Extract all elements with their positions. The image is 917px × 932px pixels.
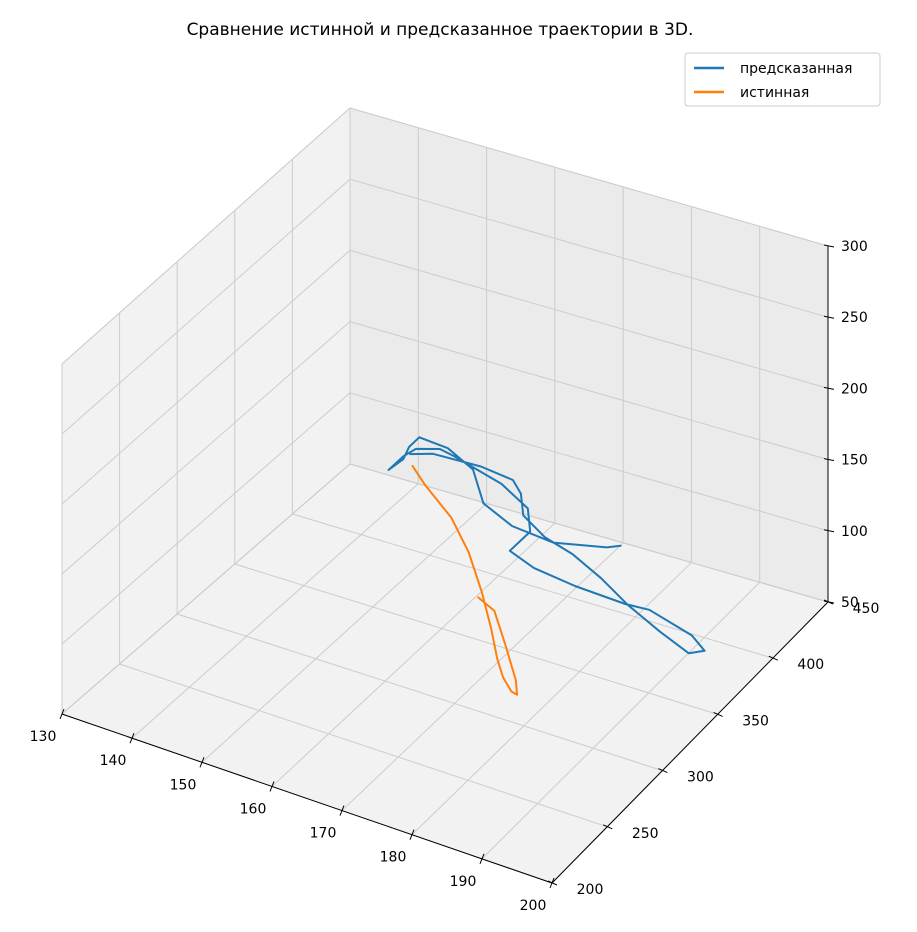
grid-line-x-floor [131, 483, 419, 739]
legend-label-predicted: предсказанная [740, 61, 852, 77]
x-tick [339, 805, 345, 816]
legend-frame [684, 52, 881, 107]
x-tick-label: 200 [520, 898, 547, 914]
grid-line-z-back [349, 463, 829, 603]
legend-label-true: истинная [740, 85, 809, 101]
grid-line-y-floor [177, 613, 663, 772]
x-tick-label: 140 [100, 753, 127, 769]
y-tick-label: 300 [687, 770, 714, 786]
z-tick [823, 244, 835, 248]
y-tick-label: 200 [577, 882, 604, 898]
z-tick-label: 150 [841, 453, 868, 469]
y-tick-label: 400 [797, 657, 824, 673]
grid-line-z-left [61, 107, 351, 365]
x-tick-label: 160 [240, 801, 267, 817]
grid-line-z-back [349, 392, 829, 532]
grid-line-y-floor [292, 513, 773, 659]
z-tick [823, 458, 835, 462]
x-tick-label: 180 [380, 850, 407, 866]
grid-line-z-back [349, 321, 829, 461]
x-tick [269, 781, 275, 792]
x-tick [129, 732, 135, 744]
x-tick-label: 150 [170, 777, 197, 793]
y-tick [713, 711, 723, 717]
grid-line-x-floor [271, 522, 556, 787]
z-tick-label: 200 [841, 381, 868, 397]
y-tick [602, 824, 613, 830]
y-tick [658, 768, 668, 774]
y-axis-line [551, 601, 829, 884]
grid-line-z-back [349, 107, 829, 247]
z-tick-label: 100 [841, 524, 868, 540]
chart-title: Сравнение истинной и предсказанное траек… [187, 20, 694, 40]
x-tick [199, 757, 205, 768]
x-tick [479, 853, 485, 865]
y-tick [547, 880, 558, 886]
z-tick [823, 315, 835, 319]
y-tick [768, 655, 779, 661]
grid-line-z-left [61, 392, 351, 645]
grid-line-y-floor [119, 663, 608, 828]
grid-line-z-left [61, 463, 351, 715]
x-axis-line [61, 713, 553, 884]
axis-lines [61, 246, 829, 884]
x-tick-label: 190 [450, 874, 477, 890]
y-tick-label: 350 [742, 713, 769, 729]
grid-line-z-back [349, 178, 829, 318]
grid-line-x-floor [201, 503, 487, 763]
x-tick [409, 829, 415, 840]
grid-line-y-floor [234, 563, 718, 715]
grid-line-z-left [61, 321, 351, 575]
z-tick-label: 50 [841, 595, 859, 611]
x-tick-label: 130 [30, 729, 57, 745]
x-tick [59, 708, 65, 720]
grid-line-z-back [349, 249, 829, 389]
y-tick-label: 250 [632, 826, 659, 842]
z-tick-label: 250 [841, 310, 868, 326]
grid-line-z-left [61, 178, 351, 435]
grid-line-z-left [61, 250, 351, 505]
x-tick-label: 170 [310, 826, 337, 842]
grid-line-x-floor [481, 581, 761, 860]
series-lines [387, 436, 706, 696]
tick-marks [59, 244, 835, 889]
y-tick-label: 450 [853, 601, 880, 617]
z-tick [823, 529, 835, 533]
z-tick [823, 386, 835, 390]
tick-labels: 130 140 150 160 170 180 190 200 200 250 300 350 400 4… [30, 239, 880, 914]
legend: предсказанная истинная [684, 52, 881, 107]
z-tick-label: 300 [841, 239, 868, 255]
series-line-true [411, 464, 519, 696]
axis-panes [61, 106, 829, 884]
series-line-predicted [387, 436, 706, 655]
z-tick [823, 600, 835, 604]
